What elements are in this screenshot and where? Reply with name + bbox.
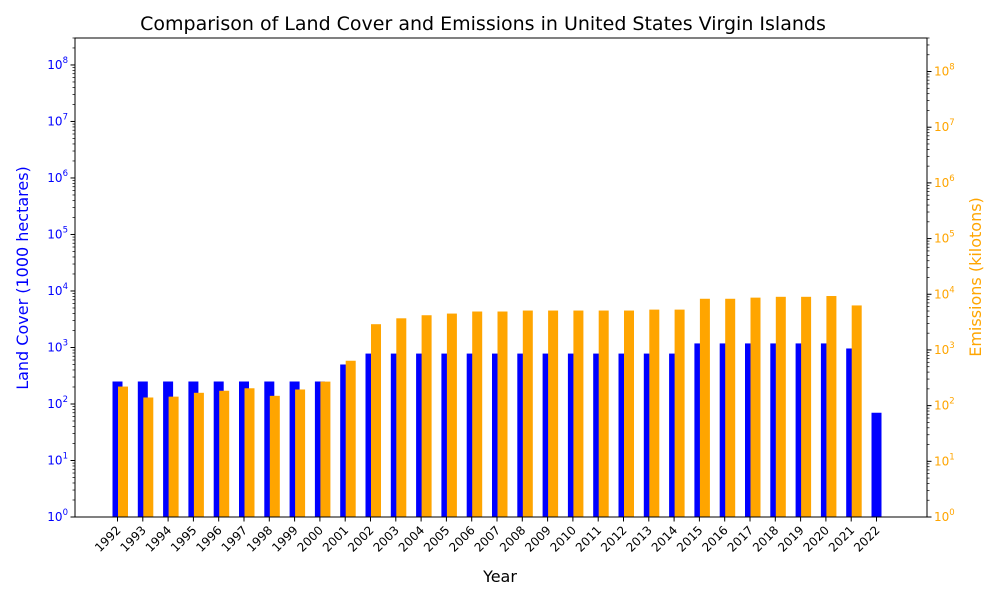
land-cover-bar-2007 [492, 353, 502, 517]
left-tick-label: 106 [47, 169, 68, 185]
land-cover-bar-2003 [390, 353, 401, 517]
land-cover-bar-2009 [542, 353, 553, 517]
emissions-bar-2012 [624, 310, 634, 517]
land-cover-bar-1997 [239, 381, 249, 517]
right-tick-label: 102 [934, 397, 955, 413]
emissions-bar-2000 [320, 381, 331, 517]
land-cover-bars [112, 343, 882, 517]
x-axis-label: Year [482, 567, 517, 586]
left-tick-label: 104 [47, 282, 68, 298]
land-cover-bar-1995 [188, 381, 199, 517]
land-cover-bar-2004 [416, 353, 427, 517]
emissions-bar-1998 [269, 395, 280, 517]
left-tick-label: 100 [47, 508, 68, 524]
right-tick-label: 100 [934, 508, 955, 524]
emissions-bar-2001 [345, 360, 356, 517]
land-cover-bar-2018 [770, 343, 781, 517]
right-tick-label: 101 [934, 452, 955, 468]
emissions-bar-2005 [446, 313, 457, 517]
emissions-bar-2014 [674, 309, 685, 517]
land-cover-bar-2001 [340, 364, 351, 517]
emissions-bar-2003 [396, 318, 407, 517]
land-cover-bar-2016 [719, 343, 730, 517]
land-cover-bar-2022 [871, 412, 882, 517]
emissions-bar-1994 [168, 396, 179, 517]
left-tick-label: 108 [47, 56, 68, 72]
right-tick-label: 106 [934, 174, 955, 190]
emissions-bar-2018 [775, 296, 786, 517]
land-cover-bar-2005 [441, 353, 452, 517]
right-axis: 100 101 102 103 104 105 106 107 108 [927, 37, 955, 524]
emissions-bar-1996 [219, 390, 230, 517]
land-cover-bar-1999 [289, 381, 300, 517]
emissions-bar-2006 [472, 311, 483, 517]
emissions-bar-1999 [295, 389, 306, 517]
land-cover-bar-2020 [820, 343, 831, 517]
land-cover-bar-2021 [846, 348, 857, 517]
land-cover-bar-2015 [694, 343, 705, 517]
left-tick-label: 101 [47, 451, 68, 467]
land-cover-bar-2006 [466, 353, 477, 517]
emissions-bar-2016 [725, 298, 736, 517]
emissions-bar-1993 [143, 397, 154, 517]
land-cover-bar-2012 [618, 353, 629, 517]
emissions-bars [118, 296, 862, 517]
left-tick-label: 102 [47, 395, 68, 411]
emissions-bar-1995 [193, 392, 204, 517]
land-cover-bar-2010 [567, 353, 578, 517]
emissions-bar-2017 [750, 297, 761, 517]
emissions-bar-2009 [548, 310, 559, 517]
emissions-bar-2021 [851, 305, 862, 517]
land-cover-bar-1998 [264, 381, 275, 517]
emissions-bar-2015 [699, 298, 710, 517]
emissions-bar-2008 [522, 310, 533, 517]
emissions-bar-2013 [649, 309, 660, 517]
land-cover-bar-1994 [163, 381, 174, 517]
right-tick-label: 105 [934, 230, 955, 246]
land-cover-bar-2017 [745, 343, 755, 517]
right-tick-label: 104 [934, 285, 955, 301]
land-cover-bar-1996 [213, 381, 224, 517]
emissions-bar-2002 [371, 324, 381, 517]
emissions-bar-2010 [573, 310, 584, 517]
left-tick-label: 103 [47, 338, 68, 354]
land-cover-bar-2013 [643, 353, 654, 517]
left-axis: 100 101 102 103 104 105 106 107 108 [47, 37, 75, 524]
right-tick-label: 107 [934, 118, 955, 134]
land-cover-bar-2000 [314, 381, 325, 517]
left-axis-label: Land Cover (1000 hectares) [13, 166, 32, 390]
land-cover-bar-2011 [593, 353, 604, 517]
emissions-bar-2011 [598, 310, 609, 517]
land-cover-bar-2008 [517, 353, 528, 517]
land-cover-bar-1992 [112, 381, 123, 517]
right-axis-label: Emissions (kilotons) [966, 197, 985, 357]
emissions-bar-2004 [421, 315, 432, 517]
chart-title: Comparison of Land Cover and Emissions i… [140, 13, 826, 35]
left-tick-label: 107 [47, 112, 68, 128]
emissions-bar-2019 [801, 296, 812, 517]
left-tick-label: 105 [47, 225, 68, 241]
land-cover-bar-2002 [365, 353, 376, 517]
land-cover-bar-1993 [137, 381, 148, 517]
emissions-bar-2007 [497, 311, 508, 517]
land-cover-bar-2014 [669, 353, 680, 517]
emissions-bar-1997 [244, 388, 255, 517]
right-tick-label: 108 [934, 63, 955, 79]
emissions-bar-1992 [118, 386, 128, 517]
land-cover-bar-2019 [795, 343, 806, 517]
emissions-bar-2020 [826, 296, 837, 517]
right-tick-label: 103 [934, 341, 955, 357]
